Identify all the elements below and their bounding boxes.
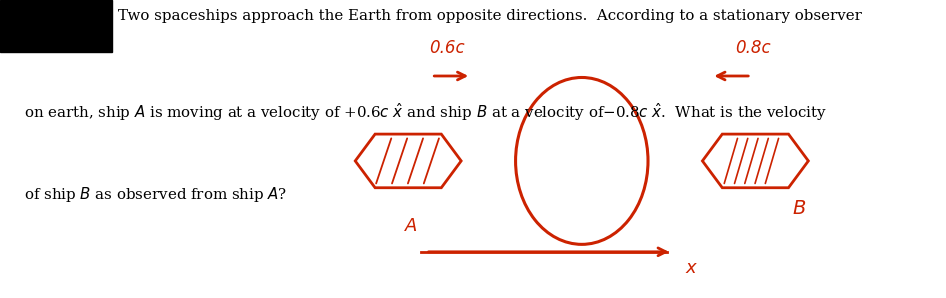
Text: 0.6c: 0.6c (429, 39, 464, 57)
Text: on earth, ship $A$ is moving at a velocity of +0.6$c$ $\hat{x}$ and ship $B$ at : on earth, ship $A$ is moving at a veloci… (24, 101, 827, 123)
Text: B: B (793, 199, 806, 218)
Text: Two spaceships approach the Earth from opposite directions.  According to a stat: Two spaceships approach the Earth from o… (118, 9, 862, 23)
Text: A: A (405, 218, 418, 235)
Text: x: x (685, 259, 696, 277)
Text: 0.8c: 0.8c (735, 39, 771, 57)
Text: of ship $B$ as observed from ship $A$?: of ship $B$ as observed from ship $A$? (24, 185, 287, 204)
